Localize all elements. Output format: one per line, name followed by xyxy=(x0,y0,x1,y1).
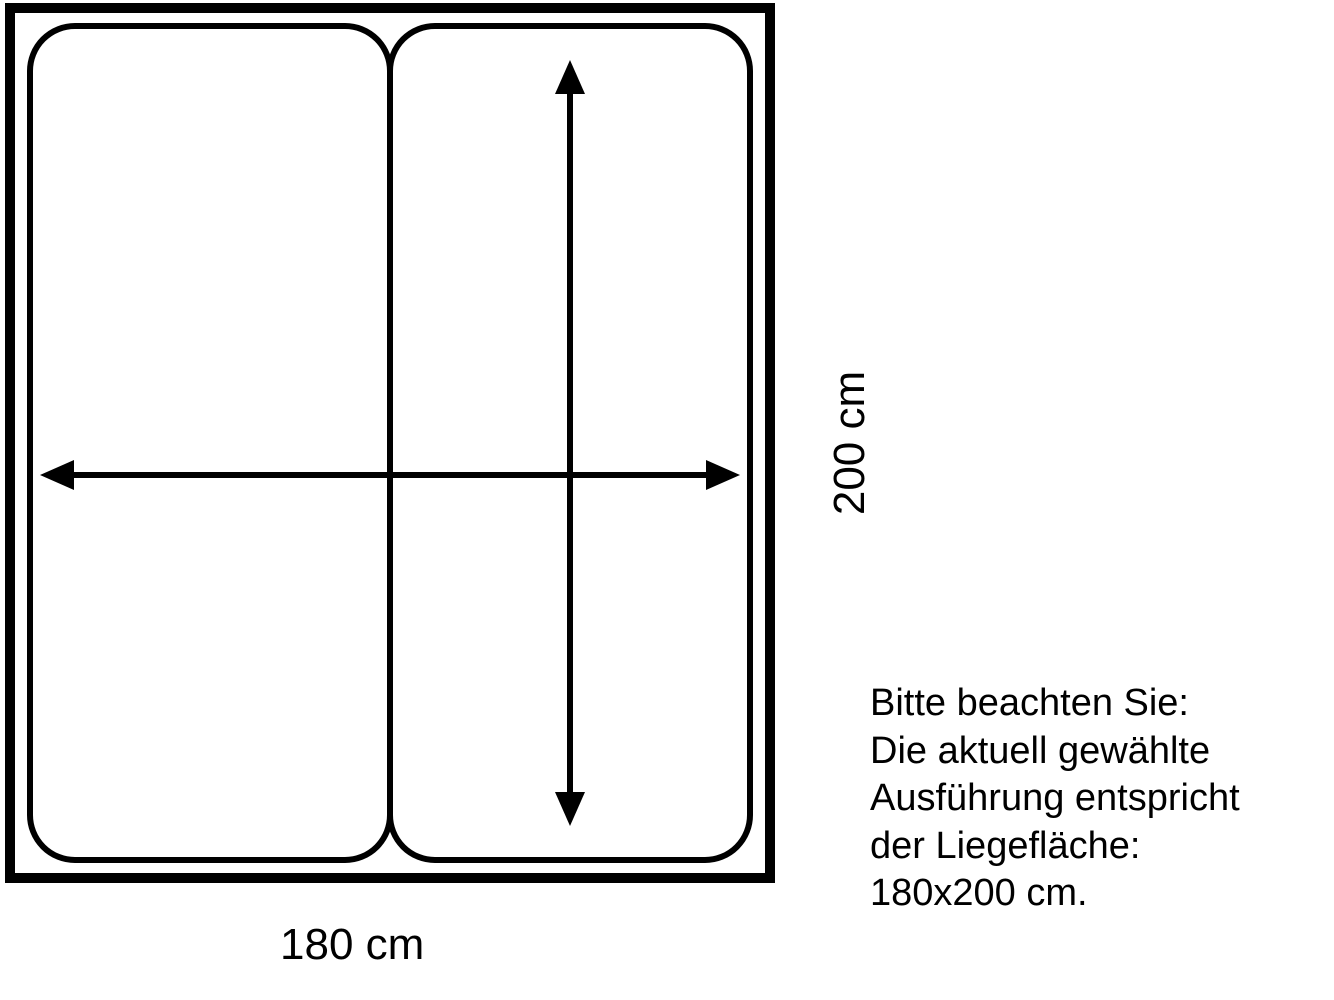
dimension-diagram: 180 cm 200 cm Bitte beachten Sie: Die ak… xyxy=(0,0,1334,1000)
width-label: 180 cm xyxy=(280,920,424,970)
notice-text: Bitte beachten Sie: Die aktuell gewählte… xyxy=(870,680,1240,918)
height-label: 200 cm xyxy=(825,343,875,543)
mattress-left xyxy=(30,26,390,860)
